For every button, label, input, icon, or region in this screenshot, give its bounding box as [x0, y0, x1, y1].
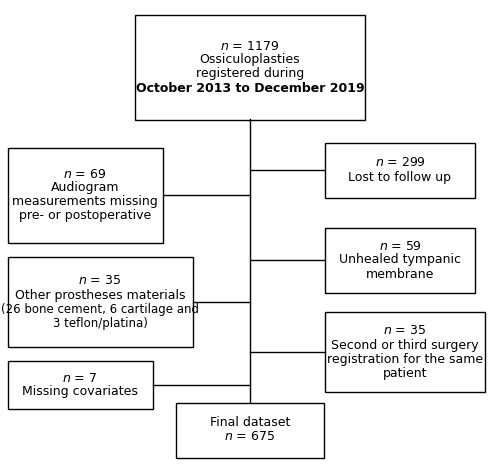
Text: Ossiculoplasties: Ossiculoplasties — [200, 53, 300, 67]
Text: 3 teflon/platina): 3 teflon/platina) — [52, 317, 148, 329]
Text: registration for the same: registration for the same — [327, 353, 483, 365]
Bar — [8, 257, 192, 347]
Bar — [8, 147, 162, 243]
Text: $\mathit{n}$ = 7: $\mathit{n}$ = 7 — [62, 371, 98, 385]
Text: Audiogram: Audiogram — [51, 182, 120, 194]
Text: $\mathit{n}$ = 675: $\mathit{n}$ = 675 — [224, 430, 276, 444]
Text: $\mathit{n}$ = 1179: $\mathit{n}$ = 1179 — [220, 40, 280, 52]
Text: measurements missing: measurements missing — [12, 195, 158, 209]
Text: $\mathit{n}$ = 35: $\mathit{n}$ = 35 — [384, 325, 426, 337]
Text: Lost to follow up: Lost to follow up — [348, 170, 452, 184]
Bar — [8, 361, 152, 409]
Bar — [135, 15, 365, 119]
Text: Second or third surgery: Second or third surgery — [331, 338, 479, 352]
Bar — [325, 143, 475, 197]
Text: registered during: registered during — [196, 67, 304, 81]
Text: pre- or postoperative: pre- or postoperative — [19, 210, 151, 222]
Text: patient: patient — [383, 366, 427, 379]
Text: Other prostheses materials: Other prostheses materials — [15, 288, 185, 302]
Text: $\mathit{n}$ = 59: $\mathit{n}$ = 59 — [378, 239, 422, 253]
Text: Final dataset: Final dataset — [210, 416, 290, 430]
Bar — [325, 312, 485, 392]
Bar — [176, 403, 324, 457]
Text: Unhealed tympanic: Unhealed tympanic — [339, 253, 461, 267]
Text: $\mathit{n}$ = 69: $\mathit{n}$ = 69 — [64, 168, 106, 180]
Text: $\mathit{n}$ = 35: $\mathit{n}$ = 35 — [78, 275, 122, 287]
Text: (26 bone cement, 6 cartilage and: (26 bone cement, 6 cartilage and — [1, 303, 199, 315]
Text: $\mathit{n}$ = 299: $\mathit{n}$ = 299 — [374, 157, 426, 169]
Bar — [325, 228, 475, 293]
Text: membrane: membrane — [366, 268, 434, 280]
Text: Missing covariates: Missing covariates — [22, 386, 138, 398]
Text: October 2013 to December 2019: October 2013 to December 2019 — [136, 82, 364, 94]
